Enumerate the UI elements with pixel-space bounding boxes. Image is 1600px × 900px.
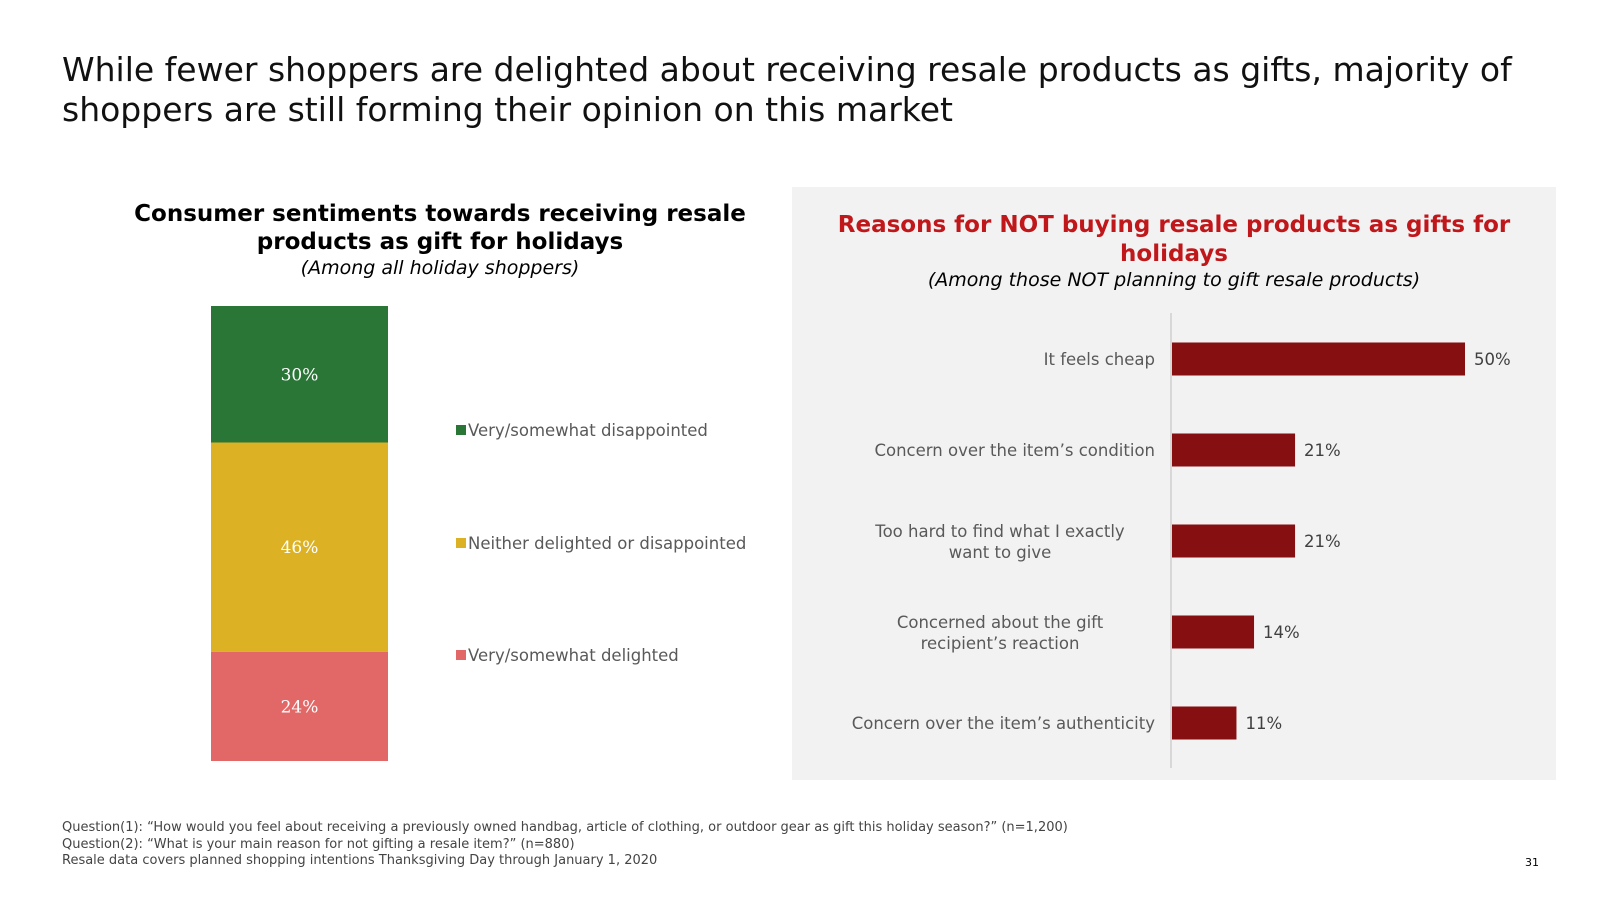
reason-bar-it-feels-cheap [1172,342,1465,376]
reason-category-too-hard-to-find-what-i-exactly-want-to-give: Too hard to find what I exactly want to g… [874,522,1125,562]
legend-swatch-neither-delighted-or-disappointed [456,538,466,548]
page-number: 31 [1525,856,1539,869]
reason-bar-concerned-about-the-gift-recipient-s-reaction [1172,615,1255,649]
reason-value-concern-over-the-item-s-authenticity: 11% [1245,714,1282,733]
stacked-segment-very-somewhat-delighted [211,651,388,761]
stacked-segment-very-somewhat-disappointed [211,306,388,443]
reason-category-concern-over-the-item-s-condition: Concern over the item’s condition [874,441,1155,460]
reason-category-it-feels-cheap: It feels cheap [1044,350,1155,369]
legend-swatch-very-somewhat-disappointed [456,425,466,435]
reason-value-too-hard-to-find-what-i-exactly-want-to-give: 21% [1304,532,1341,551]
legend-label-very-somewhat-delighted: Very/somewhat delighted [468,646,679,665]
legend-label-neither-delighted-or-disappointed: Neither delighted or disappointed [468,534,746,553]
footnote-question-2: Question(2): “What is your main reason f… [62,836,575,852]
footnote-question-1: Question(1): “How would you feel about r… [62,820,1068,835]
footnotes: Question(1): “How would you feel about r… [62,820,1068,870]
reasons-chart-subtitle: (Among those NOT planning to gift resale… [927,269,1421,291]
reason-bar-concern-over-the-item-s-authenticity [1172,706,1237,740]
stacked-chart-subtitle: (Among all holiday shoppers) [300,257,580,279]
stacked-segment-neither-delighted-or-disappointed [211,442,388,652]
page-title: While fewer shoppers are delighted about… [62,50,1512,129]
reason-value-it-feels-cheap: 50% [1474,350,1511,369]
reason-value-concerned-about-the-gift-recipient-s-reaction: 14% [1263,623,1300,642]
reason-bar-concern-over-the-item-s-condition [1172,433,1296,467]
stacked-label-very-somewhat-disappointed: 30% [281,365,319,385]
reason-category-concerned-about-the-gift-recipient-s-reaction: Concerned about the gift recipient’s reac… [897,613,1104,653]
stacked-label-neither-delighted-or-disappointed: 46% [281,538,319,558]
reason-value-concern-over-the-item-s-condition: 21% [1304,441,1341,460]
reason-bar-too-hard-to-find-what-i-exactly-want-to-give [1172,524,1296,558]
legend-swatch-very-somewhat-delighted [456,650,466,660]
footnote-data-coverage: Resale data covers planned shopping inte… [62,853,658,868]
stacked-chart-title: Consumer sentiments towards receiving re… [134,201,746,255]
legend-label-very-somewhat-disappointed: Very/somewhat disappointed [468,421,708,440]
reasons-chart-title: Reasons for NOT buying resale products a… [837,212,1511,267]
reasons-panel [792,187,1556,780]
reason-category-concern-over-the-item-s-authenticity: Concern over the item’s authenticity [852,714,1156,733]
stacked-label-very-somewhat-delighted: 24% [281,697,319,717]
